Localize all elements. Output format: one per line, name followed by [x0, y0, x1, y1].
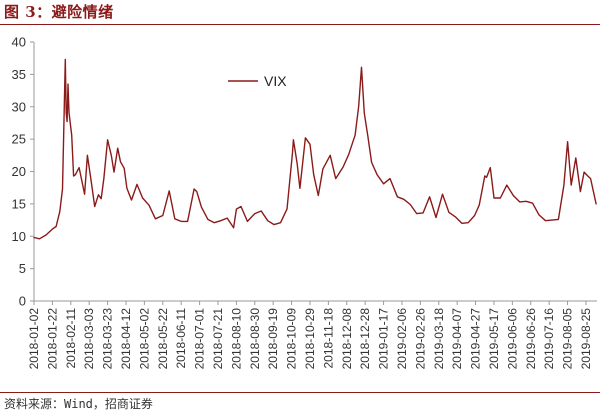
y-tick-label: 5 [19, 261, 26, 276]
source-rule [0, 392, 600, 393]
x-tick-label: 2018-07-21 [211, 308, 225, 370]
x-tick-label: 2018-05-02 [137, 308, 151, 370]
series-layer [33, 58, 597, 240]
x-tick-label: 2018-06-11 [174, 308, 188, 369]
y-tick-label: 40 [12, 35, 26, 50]
x-tick-label: 2019-01-17 [377, 308, 391, 370]
x-tick-label: 2019-07-16 [542, 308, 556, 370]
x-tick-label: 2019-06-26 [524, 308, 538, 370]
source-note: 资料来源：Wind，招商证券 [4, 397, 153, 411]
x-tick-label: 2019-04-07 [450, 308, 464, 370]
legend-label-vix: VIX [264, 73, 287, 89]
x-tick-label: 2018-09-19 [266, 308, 280, 370]
y-tick-label: 35 [12, 67, 26, 82]
x-tick-label: 2019-08-05 [561, 308, 575, 370]
y-tick-label: 0 [19, 294, 26, 309]
x-tick-label: 2018-12-28 [358, 308, 372, 370]
x-tick-label: 2018-03-03 [82, 308, 96, 370]
x-tick-label: 2018-10-29 [303, 308, 317, 370]
x-tick-label: 2019-06-06 [505, 308, 519, 370]
x-tick-label: 2018-05-22 [156, 308, 170, 370]
figure-title: 图 3：避险情绪 [4, 3, 114, 21]
y-tick-label: 30 [12, 99, 26, 114]
y-axis: 0 5 10 15 20 25 30 35 40 [12, 35, 35, 309]
y-tick-label: 20 [12, 164, 26, 179]
y-tick-label: 15 [12, 196, 26, 211]
x-tick-label: 2018-02-11 [64, 308, 78, 369]
x-tick-label: 2018-07-01 [193, 308, 207, 370]
x-tick-label: 2018-08-10 [229, 308, 243, 370]
x-tick-label: 2019-03-18 [432, 308, 446, 370]
title-rule [0, 24, 600, 25]
x-tick-label: 2018-03-23 [101, 308, 115, 370]
legend: VIX [228, 73, 287, 89]
x-tick-label: 2019-08-25 [579, 308, 593, 370]
x-tick-label: 2018-11-18 [321, 308, 335, 369]
x-tick-label: 2018-08-30 [248, 308, 262, 370]
y-tick-label: 10 [12, 229, 26, 244]
x-axis: 2018-01-02 2018-01-22 2018-02-11 2018-03-03… [27, 300, 597, 370]
x-tick-label: 2018-01-02 [27, 308, 41, 370]
x-tick-label: 2018-04-12 [119, 308, 133, 370]
x-tick-label: 2019-02-06 [395, 308, 409, 370]
x-tick-label: 2019-05-17 [487, 308, 501, 370]
x-tick-label: 2018-12-08 [340, 308, 354, 370]
x-tick-label: 2018-01-22 [45, 308, 59, 370]
x-tick-label: 2019-02-26 [413, 308, 427, 370]
y-tick-label: 25 [12, 132, 26, 147]
x-tick-label: 2018-10-09 [285, 308, 299, 370]
series-line-vix [33, 58, 597, 240]
x-tick-label: 2019-04-27 [469, 308, 483, 370]
